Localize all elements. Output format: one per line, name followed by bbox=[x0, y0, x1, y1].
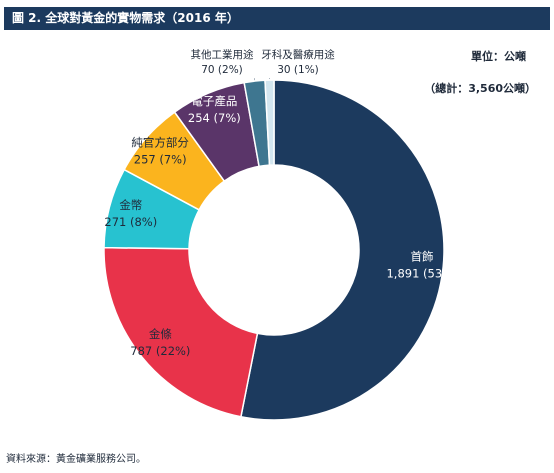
chart-title: 圖 2. 全球對黃金的實物需求（2016 年） bbox=[4, 7, 550, 30]
slice-2-value: 271 (8%) bbox=[104, 215, 157, 229]
slice-0-name: 首飾 bbox=[411, 250, 434, 264]
slice-1-name: 金條 bbox=[149, 327, 172, 341]
slice-6-name: 牙科及醫療用途 bbox=[261, 48, 335, 61]
source-note: 資料來源：黃金礦業服務公司。 bbox=[6, 454, 146, 465]
slice-0-arc bbox=[240, 79, 445, 421]
slice-5-name: 其他工業用途 bbox=[191, 48, 254, 61]
unit-label: 單位：公噸 bbox=[471, 50, 526, 63]
total-label: （總計：3,560公噸） bbox=[424, 82, 536, 95]
slice-6-value: 30 (1%) bbox=[277, 64, 319, 76]
slice-4-name: 電子產品 bbox=[191, 94, 237, 108]
slice-5-value: 70 (2%) bbox=[201, 64, 243, 76]
slice-3-value: 257 (7%) bbox=[134, 152, 187, 166]
slice-1-arc bbox=[103, 246, 259, 418]
slice-3-name: 純官方部分 bbox=[131, 135, 189, 149]
slice-4-value: 254 (7%) bbox=[188, 111, 241, 125]
slice-1-value: 787 (22%) bbox=[130, 344, 190, 358]
slice-0-value: 1,891 (53%) bbox=[386, 267, 457, 281]
slice-6-arc bbox=[264, 79, 275, 166]
slice-2-name: 金幣 bbox=[119, 198, 142, 212]
